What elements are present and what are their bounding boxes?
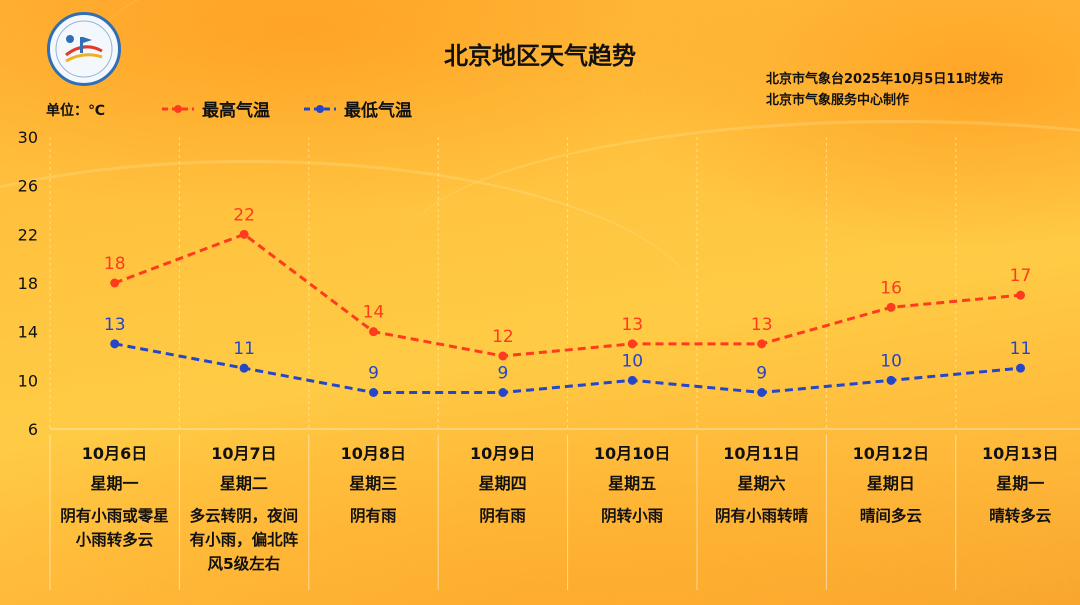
day-column: 10月10日 星期五阴转小雨 — [568, 440, 697, 528]
day-weekday: 星期五 — [608, 474, 657, 493]
y-tick-label: 26 — [18, 177, 38, 196]
day-date: 10月7日 — [211, 444, 277, 463]
low-temp-label: 10 — [880, 351, 902, 371]
unit-label: 单位：℃ — [46, 103, 105, 119]
y-tick-label: 22 — [18, 225, 38, 244]
low-temp-point — [1016, 363, 1025, 373]
low-temp-label: 10 — [621, 351, 643, 371]
low-temp-line — [114, 342, 1021, 395]
high-temp-point — [1016, 290, 1025, 300]
day-weekday: 星期四 — [478, 474, 527, 493]
low-temp-label: 13 — [104, 315, 126, 335]
high-temp-point — [757, 339, 767, 349]
chart-title: 北京地区天气趋势 — [444, 42, 636, 70]
low-temp-label: 9 — [497, 364, 508, 384]
high-temp-point — [110, 278, 120, 288]
logo-emblem-icon — [55, 20, 113, 78]
high-temp-label: 18 — [104, 254, 126, 274]
legend-high: 最高气温 — [160, 96, 270, 121]
publisher-line-2: 北京市气象服务中心制作 — [766, 93, 910, 108]
low-temp-label: 11 — [233, 339, 255, 359]
day-weekday: 星期二 — [219, 474, 268, 493]
low-temp-point — [886, 375, 896, 385]
day-weekday: 星期日 — [866, 474, 915, 493]
low-temp-point — [110, 339, 120, 349]
high-temp-label: 14 — [363, 303, 385, 323]
day-column: 10月13日 星期一晴转多云 — [956, 440, 1080, 528]
day-weekday: 星期一 — [90, 474, 139, 493]
high-temp-label: 13 — [621, 315, 643, 335]
low-temp-point — [627, 375, 637, 385]
low-temp-point — [369, 388, 378, 397]
day-date: 10月10日 — [593, 444, 671, 463]
y-tick-label: 18 — [18, 274, 38, 293]
high-temp-label: 13 — [751, 315, 773, 335]
high-temp-label: 16 — [880, 278, 902, 298]
high-temp-line — [114, 232, 1021, 358]
day-date: 10月13日 — [982, 444, 1059, 463]
day-weekday: 星期六 — [737, 474, 786, 493]
day-weather: 晴转多云 — [989, 507, 1052, 525]
day-date: 10月12日 — [852, 444, 930, 463]
publisher-info: 北京市气象台2025年10月5日11时发布 北京市气象服务中心制作 — [766, 69, 1003, 111]
y-tick-label: 14 — [18, 323, 38, 342]
legend-low: 最低气温 — [302, 96, 412, 121]
high-temp-point — [239, 229, 249, 239]
low-temp-point — [498, 388, 508, 397]
high-temp-point — [627, 339, 637, 349]
y-tick-label: 6 — [28, 420, 38, 439]
day-column: 10月7日星期二多云转阴，夜间有小雨，偏北阵风5级左右 — [179, 440, 308, 576]
legend-high-label: 最高气温 — [202, 101, 270, 121]
day-weather: 阴有小雨或零星小雨转多云 — [60, 507, 169, 549]
day-column: 10月8日星期三阴有雨 — [309, 440, 438, 528]
meteorological-service-logo — [47, 12, 121, 86]
legend-low-marker-icon — [304, 104, 336, 113]
low-temp-point — [239, 363, 249, 373]
low-temp-label: 9 — [368, 364, 379, 384]
day-column: 10月11日 星期六阴有小雨转晴 — [697, 440, 826, 528]
day-date: 10月11日 — [723, 444, 800, 463]
day-column: 10月12日 星期日晴间多云 — [826, 440, 955, 528]
day-weather: 阴有雨 — [350, 507, 397, 525]
day-weather: 晴间多云 — [859, 507, 922, 525]
low-temp-label: 9 — [756, 364, 767, 384]
day-column: 10月9日星期四阴有雨 — [438, 440, 567, 528]
day-date: 10月8日 — [340, 444, 406, 463]
day-weather: 阴有小雨转晴 — [714, 507, 808, 525]
day-column: 10月6日星期一阴有小雨或零星小雨转多云 — [50, 440, 179, 552]
legend-high-marker-icon — [162, 104, 194, 113]
high-temp-label: 12 — [492, 327, 514, 347]
low-temp-point — [757, 388, 767, 397]
high-temp-label: 22 — [233, 205, 255, 225]
publisher-line-1: 北京市气象台2025年10月5日11时发布 — [766, 72, 1004, 87]
day-date: 10月9日 — [469, 444, 536, 463]
high-temp-point — [886, 302, 896, 312]
day-weather: 多云转阴，夜间有小雨，偏北阵风5级左右 — [189, 507, 299, 573]
day-date: 10月6日 — [81, 444, 148, 463]
y-tick-label: 10 — [18, 371, 38, 390]
high-temp-label: 17 — [1010, 266, 1032, 286]
day-weather: 阴转小雨 — [601, 507, 664, 525]
y-tick-label: 30 — [18, 128, 38, 147]
day-weekday: 星期三 — [349, 474, 398, 493]
high-temp-point — [498, 351, 508, 361]
high-temp-point — [369, 327, 378, 337]
low-temp-label: 11 — [1010, 339, 1032, 359]
day-weather: 阴有雨 — [479, 507, 526, 525]
legend-low-label: 最低气温 — [344, 101, 412, 121]
day-weekday: 星期一 — [996, 474, 1045, 493]
